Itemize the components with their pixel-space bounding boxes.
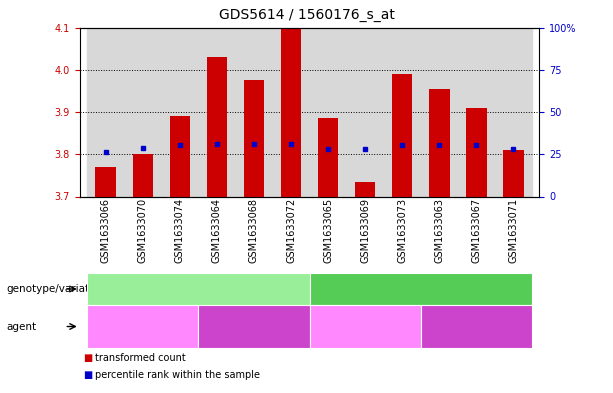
Bar: [199, 28, 235, 196]
Text: transformed count: transformed count: [95, 353, 186, 363]
Bar: [281, 28, 301, 196]
Bar: [384, 28, 421, 196]
Bar: [503, 150, 524, 196]
Bar: [421, 28, 458, 196]
Bar: [458, 28, 495, 196]
Bar: [392, 74, 413, 196]
Bar: [310, 28, 346, 196]
Bar: [161, 28, 199, 196]
Text: genotype/variation: genotype/variation: [6, 284, 105, 294]
Bar: [96, 167, 116, 196]
Bar: [124, 28, 161, 196]
Text: EVI1 overexpression: EVI1 overexpression: [142, 284, 255, 294]
Text: all-trans retinoic
acid: all-trans retinoic acid: [103, 316, 183, 337]
Text: percentile rank within the sample: percentile rank within the sample: [95, 370, 260, 380]
Bar: [87, 28, 124, 196]
Bar: [244, 80, 264, 196]
Text: ■: ■: [83, 370, 92, 380]
Bar: [355, 182, 375, 196]
Bar: [132, 154, 153, 196]
Bar: [346, 28, 384, 196]
Bar: [235, 28, 273, 196]
Text: all-trans retinoic acid: all-trans retinoic acid: [313, 321, 417, 332]
Bar: [273, 28, 310, 196]
Bar: [207, 57, 227, 196]
Text: ■: ■: [83, 353, 92, 363]
Bar: [466, 108, 487, 196]
Text: control: control: [237, 321, 271, 332]
Bar: [429, 89, 449, 196]
Bar: [170, 116, 190, 196]
Text: agent: agent: [6, 321, 36, 332]
Bar: [318, 118, 338, 196]
Text: GDS5614 / 1560176_s_at: GDS5614 / 1560176_s_at: [219, 8, 394, 22]
Text: control: control: [460, 321, 493, 332]
Bar: [495, 28, 532, 196]
Text: control: control: [402, 284, 440, 294]
